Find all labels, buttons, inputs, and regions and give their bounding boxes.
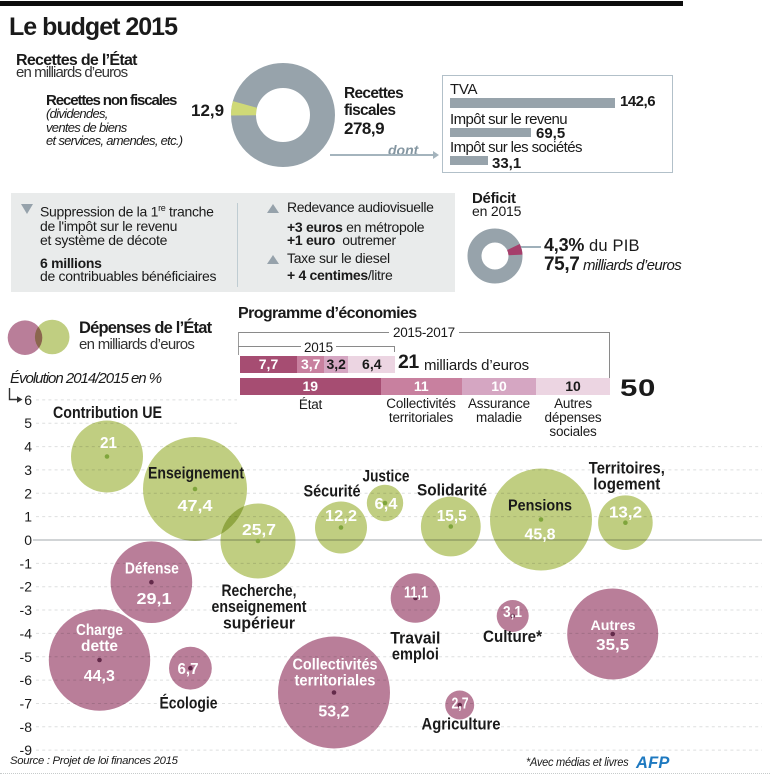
svg-text:Territoires,: Territoires,	[589, 460, 665, 478]
svg-text:4: 4	[24, 439, 32, 455]
svg-text:Culture*: Culture*	[483, 628, 543, 646]
svg-text:emploi: emploi	[392, 646, 439, 664]
svg-text:6,4: 6,4	[375, 496, 398, 513]
svg-text:29,1: 29,1	[137, 591, 172, 608]
svg-text:-5: -5	[20, 649, 33, 665]
svg-text:Justice: Justice	[363, 468, 410, 486]
svg-text:logement: logement	[593, 476, 660, 494]
svg-text:6,7: 6,7	[178, 661, 199, 678]
svg-text:1: 1	[24, 509, 32, 525]
svg-text:12,2: 12,2	[325, 508, 357, 525]
svg-text:-9: -9	[20, 742, 33, 758]
svg-text:Sécurité: Sécurité	[304, 483, 361, 501]
svg-text:35,5: 35,5	[596, 637, 629, 654]
svg-text:-1: -1	[20, 555, 33, 571]
svg-text:-8: -8	[20, 719, 33, 735]
svg-text:11,1: 11,1	[404, 585, 428, 602]
svg-text:Recherche,: Recherche,	[222, 582, 297, 600]
svg-text:supérieur: supérieur	[223, 615, 296, 633]
svg-text:25,7: 25,7	[242, 522, 276, 539]
svg-text:Charge: Charge	[76, 622, 123, 639]
svg-text:enseignement: enseignement	[212, 598, 307, 616]
svg-text:21: 21	[100, 435, 117, 452]
svg-text:-7: -7	[20, 696, 33, 712]
svg-text:-3: -3	[20, 602, 33, 618]
svg-text:Autres: Autres	[591, 617, 636, 633]
svg-text:3: 3	[24, 462, 32, 478]
svg-text:dette: dette	[81, 638, 118, 655]
svg-text:Solidarité: Solidarité	[417, 482, 487, 500]
svg-text:Pensions: Pensions	[508, 498, 572, 515]
svg-text:Collectivités: Collectivités	[293, 657, 378, 674]
svg-text:6: 6	[24, 392, 32, 408]
svg-text:Écologie: Écologie	[160, 694, 218, 713]
svg-text:45,8: 45,8	[525, 527, 556, 544]
svg-text:0: 0	[24, 532, 32, 548]
svg-text:-6: -6	[20, 672, 33, 688]
svg-text:territoriales: territoriales	[295, 673, 376, 690]
svg-text:2,7: 2,7	[452, 696, 469, 713]
svg-text:44,3: 44,3	[84, 668, 115, 685]
svg-text:-2: -2	[20, 579, 33, 595]
svg-text:3,1: 3,1	[503, 604, 522, 621]
svg-text:Défense: Défense	[125, 561, 179, 578]
svg-text:-4: -4	[20, 625, 33, 641]
svg-text:Travail: Travail	[390, 630, 440, 648]
svg-text:Agriculture: Agriculture	[422, 716, 501, 734]
svg-text:5: 5	[24, 415, 32, 431]
svg-text:2: 2	[24, 485, 32, 501]
svg-text:Contribution UE: Contribution UE	[53, 404, 162, 422]
svg-text:13,2: 13,2	[609, 505, 642, 522]
svg-text:15,5: 15,5	[437, 508, 467, 525]
svg-text:Enseignement: Enseignement	[148, 465, 244, 483]
svg-text:47,4: 47,4	[178, 498, 213, 515]
svg-text:53,2: 53,2	[318, 704, 349, 721]
